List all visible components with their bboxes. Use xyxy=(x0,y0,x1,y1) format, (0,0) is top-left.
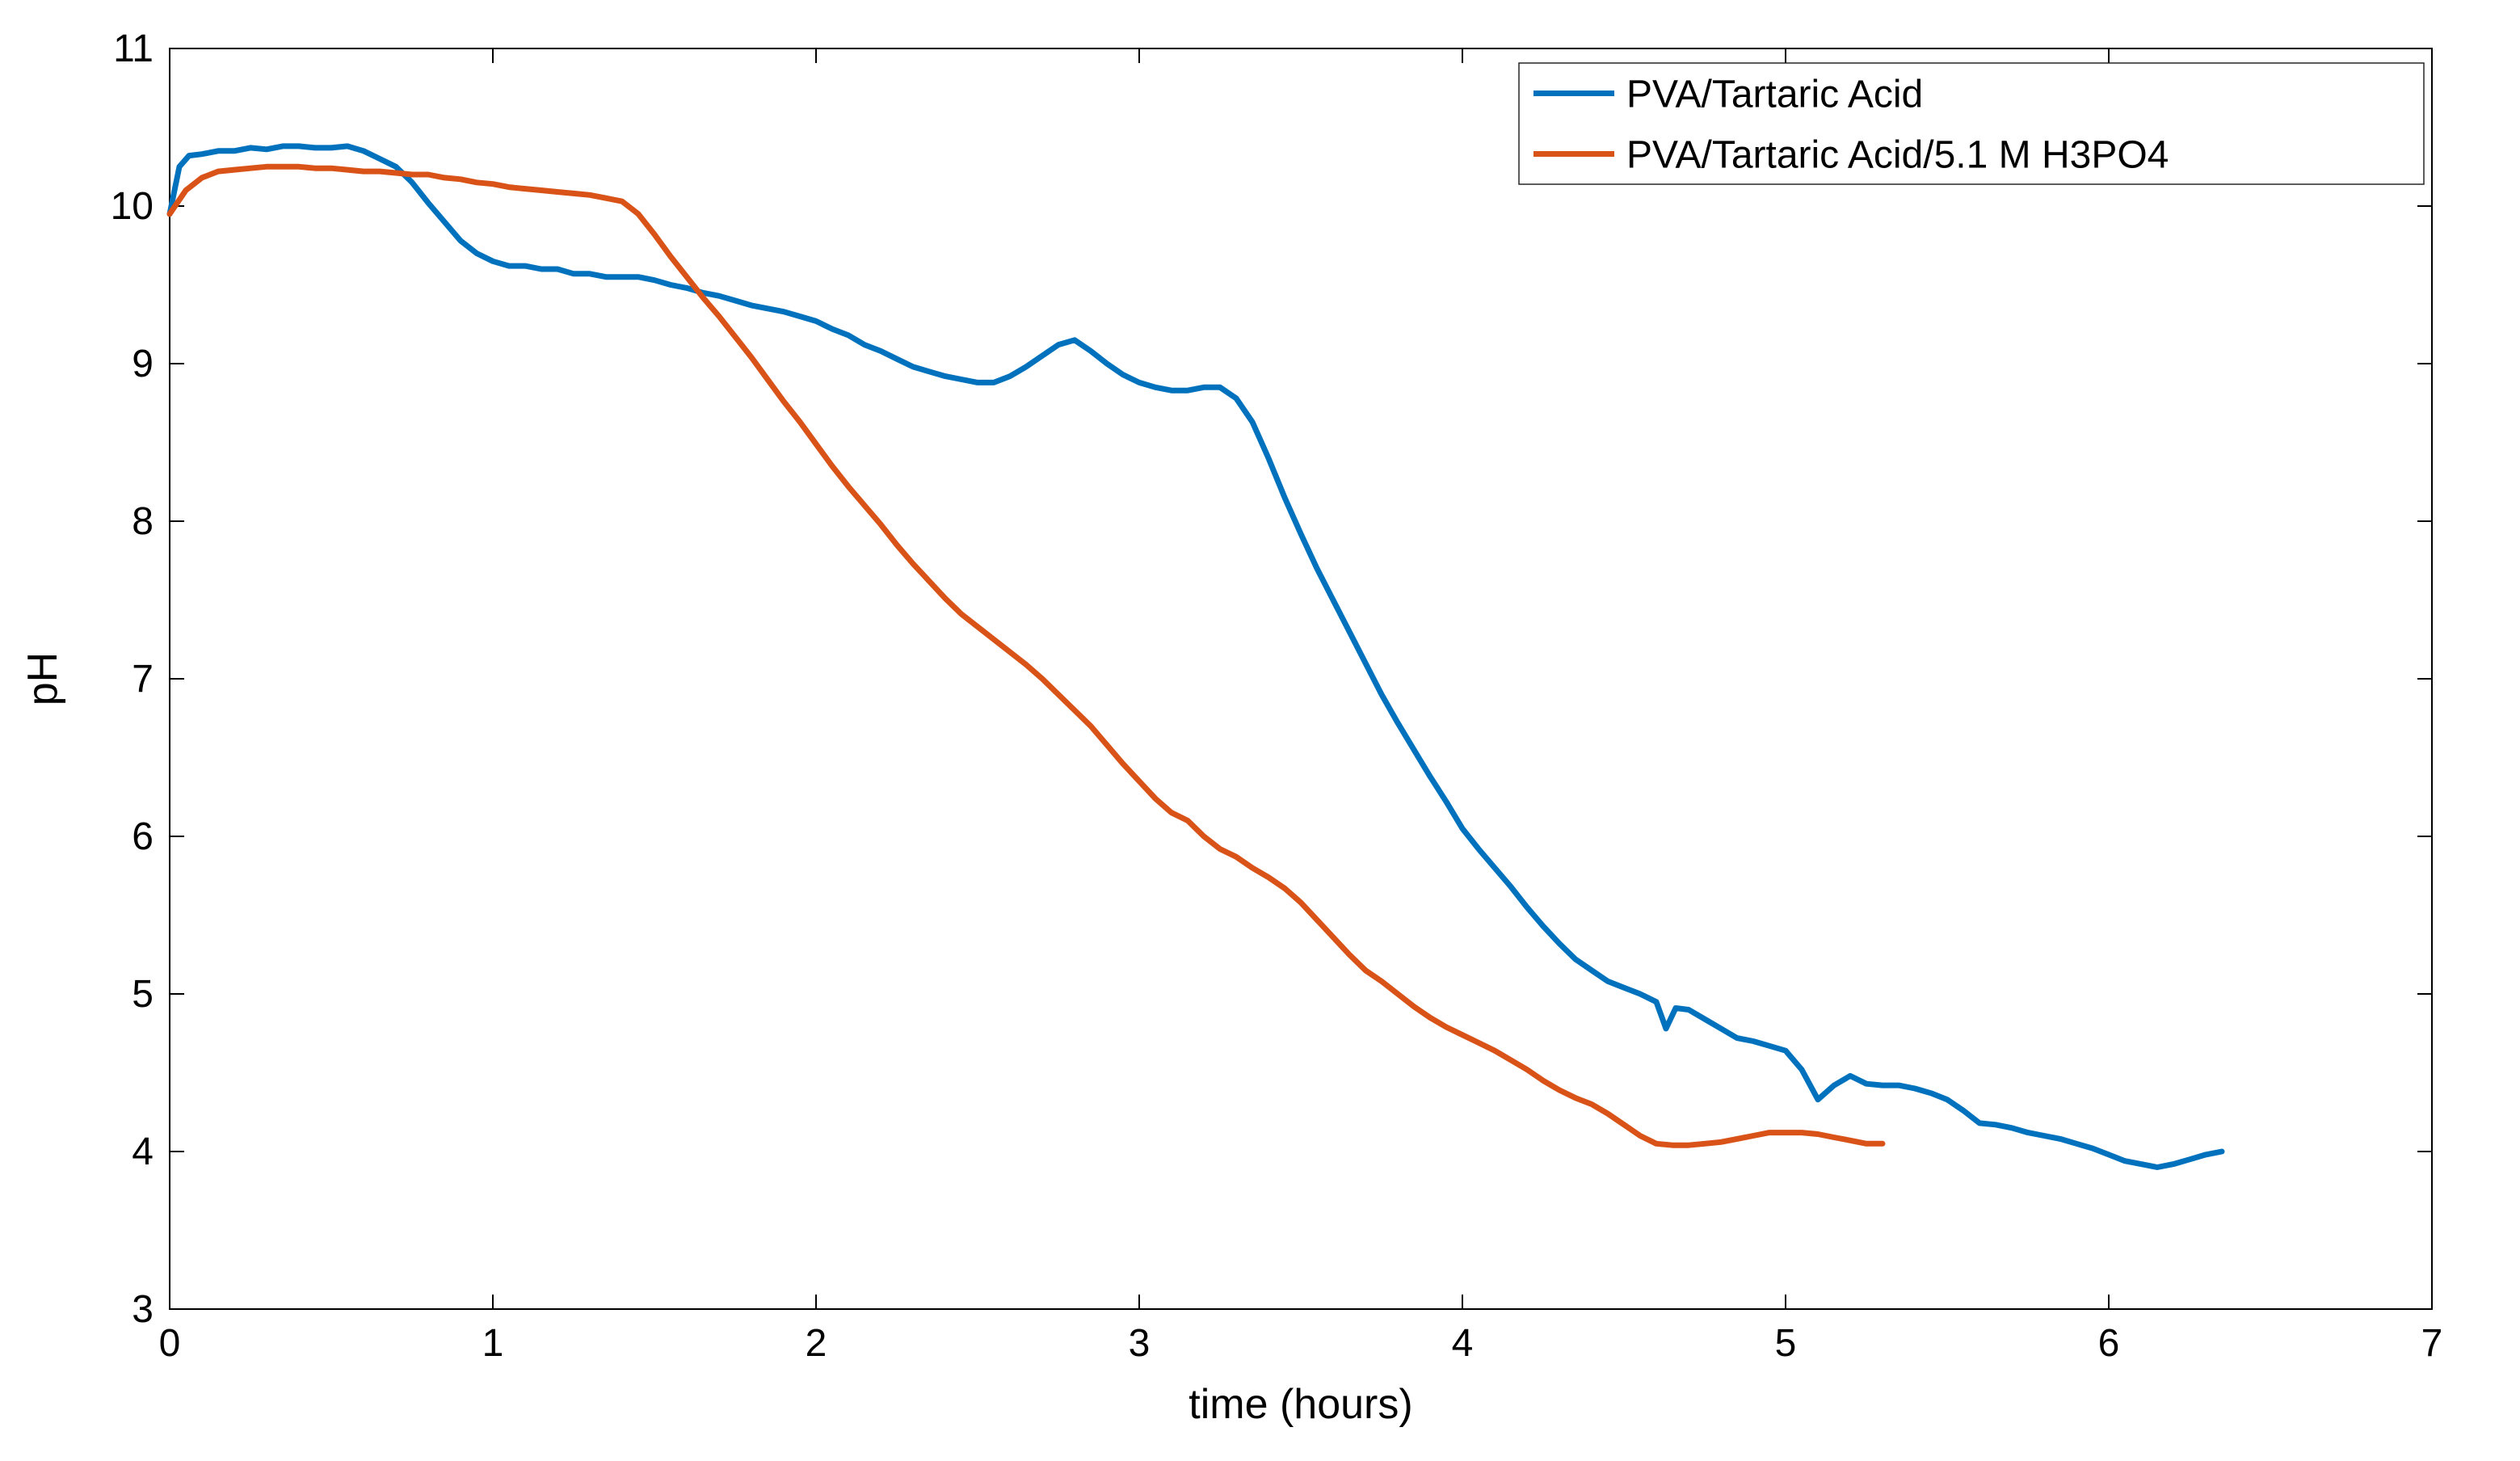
x-axis-label: time (hours) xyxy=(1188,1381,1412,1428)
y-tick-label: 10 xyxy=(111,185,154,228)
y-tick-label: 6 xyxy=(132,815,154,858)
plot-box xyxy=(170,48,2432,1309)
y-axis-label: pH xyxy=(19,652,66,705)
x-tick-label: 0 xyxy=(159,1322,181,1365)
series-line-0 xyxy=(170,146,2222,1168)
line-chart: 0 1 2 3 4 5 6 7 3 4 5 6 7 8 9 10 11 time (hours) pH PVA/Tar… xyxy=(0,0,2520,1461)
x-tick-label: 4 xyxy=(1452,1322,1474,1365)
x-tick-label: 3 xyxy=(1129,1322,1151,1365)
x-tick-label: 7 xyxy=(2421,1322,2443,1365)
series-line-1 xyxy=(170,166,1883,1145)
x-tick-label: 2 xyxy=(806,1322,827,1365)
y-tick-label: 9 xyxy=(132,343,154,385)
y-tick-label: 3 xyxy=(132,1288,154,1331)
y-tick-label: 5 xyxy=(132,973,154,1016)
chart-container: 0 1 2 3 4 5 6 7 3 4 5 6 7 8 9 10 11 time (hours) pH PVA/Tar… xyxy=(0,0,2520,1461)
y-tick-label: 8 xyxy=(132,500,154,543)
legend-label-0: PVA/Tartaric Acid xyxy=(1626,73,1923,116)
x-tick-label: 5 xyxy=(1775,1322,1797,1365)
y-tick-label: 7 xyxy=(132,658,154,701)
x-tick-label: 6 xyxy=(2098,1322,2120,1365)
y-tick-label: 11 xyxy=(113,27,154,70)
x-tick-label: 1 xyxy=(482,1322,504,1365)
y-tick-label: 4 xyxy=(132,1130,154,1173)
legend-label-1: PVA/Tartaric Acid/5.1 M H3PO4 xyxy=(1626,133,2169,176)
